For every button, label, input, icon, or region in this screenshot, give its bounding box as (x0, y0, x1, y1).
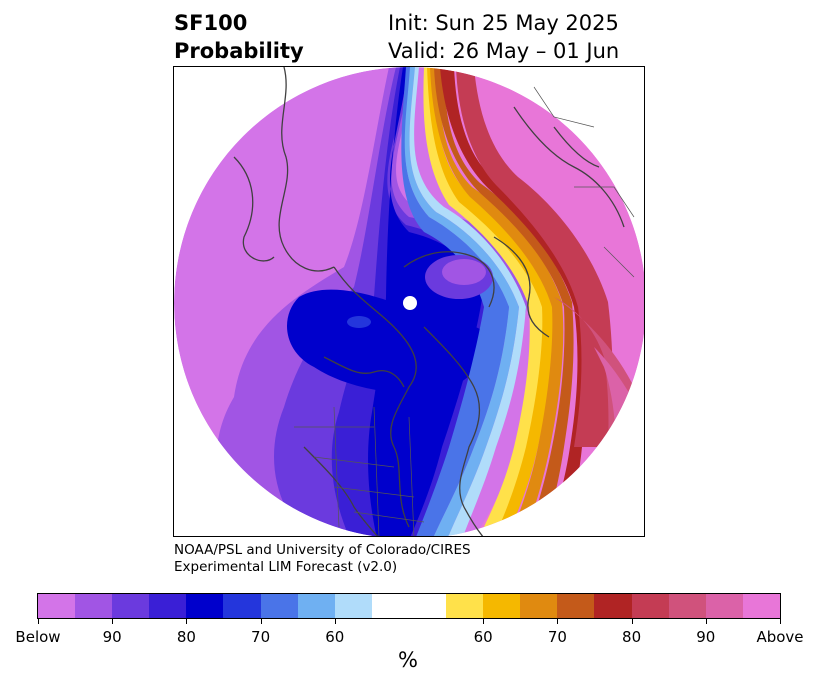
colorbar-swatch (297, 594, 335, 618)
colorbar-tick (780, 619, 781, 624)
colorbar-tick-label: Above (756, 628, 804, 646)
colorbar-tick (260, 619, 262, 624)
colorbar-swatch (112, 594, 150, 618)
valid-range: Valid: 26 May – 01 Jun (388, 39, 620, 63)
colorbar-swatch (705, 594, 743, 618)
title-field: Probability (174, 39, 304, 63)
colorbar-tick (483, 619, 485, 624)
contour-below-40 (404, 67, 519, 536)
colorbar-swatch (483, 594, 521, 618)
colorbar-tick-label: 60 (325, 628, 345, 646)
pole-marker (403, 296, 417, 310)
colorbar-tick (631, 619, 633, 624)
title-variable: SF100 (174, 11, 248, 35)
colorbar-tick (557, 619, 559, 624)
arctic-blob-inner (442, 259, 486, 285)
forecast-dates: Init: Sun 25 May 2025 Valid: 26 May – 01… (388, 9, 619, 65)
colorbar-tick-label: Below (15, 628, 61, 646)
colorbar-swatch (408, 594, 447, 618)
colorbar-swatch (371, 594, 409, 618)
colorbar-swatch (631, 594, 669, 618)
map-svg (174, 67, 644, 536)
colorbar-tick (334, 619, 336, 624)
map-title: SF100 Probability (174, 9, 304, 65)
contour-below-60 (368, 67, 482, 536)
core-blob (347, 316, 371, 328)
colorbar-swatch (594, 594, 632, 618)
colorbar-swatch (186, 594, 224, 618)
colorbar-tick-label: 80 (176, 628, 196, 646)
colorbar-tick-label: 80 (622, 628, 642, 646)
colorbar-swatch (668, 594, 706, 618)
colorbar-tick (186, 619, 188, 624)
colorbar-swatch (75, 594, 113, 618)
colorbar-swatch (446, 594, 484, 618)
colorbar-labels: Below 90 80 70 60 60 70 80 90 Above (0, 628, 819, 648)
colorbar-units: % (398, 648, 418, 672)
contour-below-50 (401, 67, 509, 536)
contour-above-95 (456, 67, 613, 447)
colorbar-swatch (334, 594, 372, 618)
contour-above-75 (430, 67, 564, 536)
init-date: Init: Sun 25 May 2025 (388, 11, 619, 35)
colorbar-swatch (38, 594, 76, 618)
coastlines (233, 67, 625, 536)
colorbar-tick-label: 90 (696, 628, 716, 646)
colorbar-swatch (742, 594, 780, 618)
colorbar-swatch (520, 594, 558, 618)
political-boundaries (294, 86, 635, 536)
colorbar-swatch (223, 594, 261, 618)
colorbar-tick-label: 60 (473, 628, 493, 646)
colorbar-tick-label: 70 (251, 628, 271, 646)
colorbar-tick (705, 619, 707, 624)
probability-field (174, 67, 644, 536)
colorbar-tick-label: 90 (102, 628, 122, 646)
colorbar-tick (38, 619, 39, 624)
colorbar-tick-label: 70 (547, 628, 567, 646)
colorbar-swatch (149, 594, 187, 618)
credit-line-2: Experimental LIM Forecast (v2.0) (174, 559, 398, 575)
contour-below-30 (409, 67, 526, 536)
colorbar-swatch (260, 594, 298, 618)
colorbar-tick (112, 619, 114, 624)
credit-line-1: NOAA/PSL and University of Colorado/CIRE… (174, 542, 471, 558)
colorbar-ticks (0, 619, 819, 625)
colorbar-swatch (557, 594, 595, 618)
contour-above-70 (427, 67, 555, 536)
data-credit: NOAA/PSL and University of Colorado/CIRE… (174, 542, 471, 576)
colorbar (37, 593, 781, 619)
probability-map (173, 66, 645, 537)
